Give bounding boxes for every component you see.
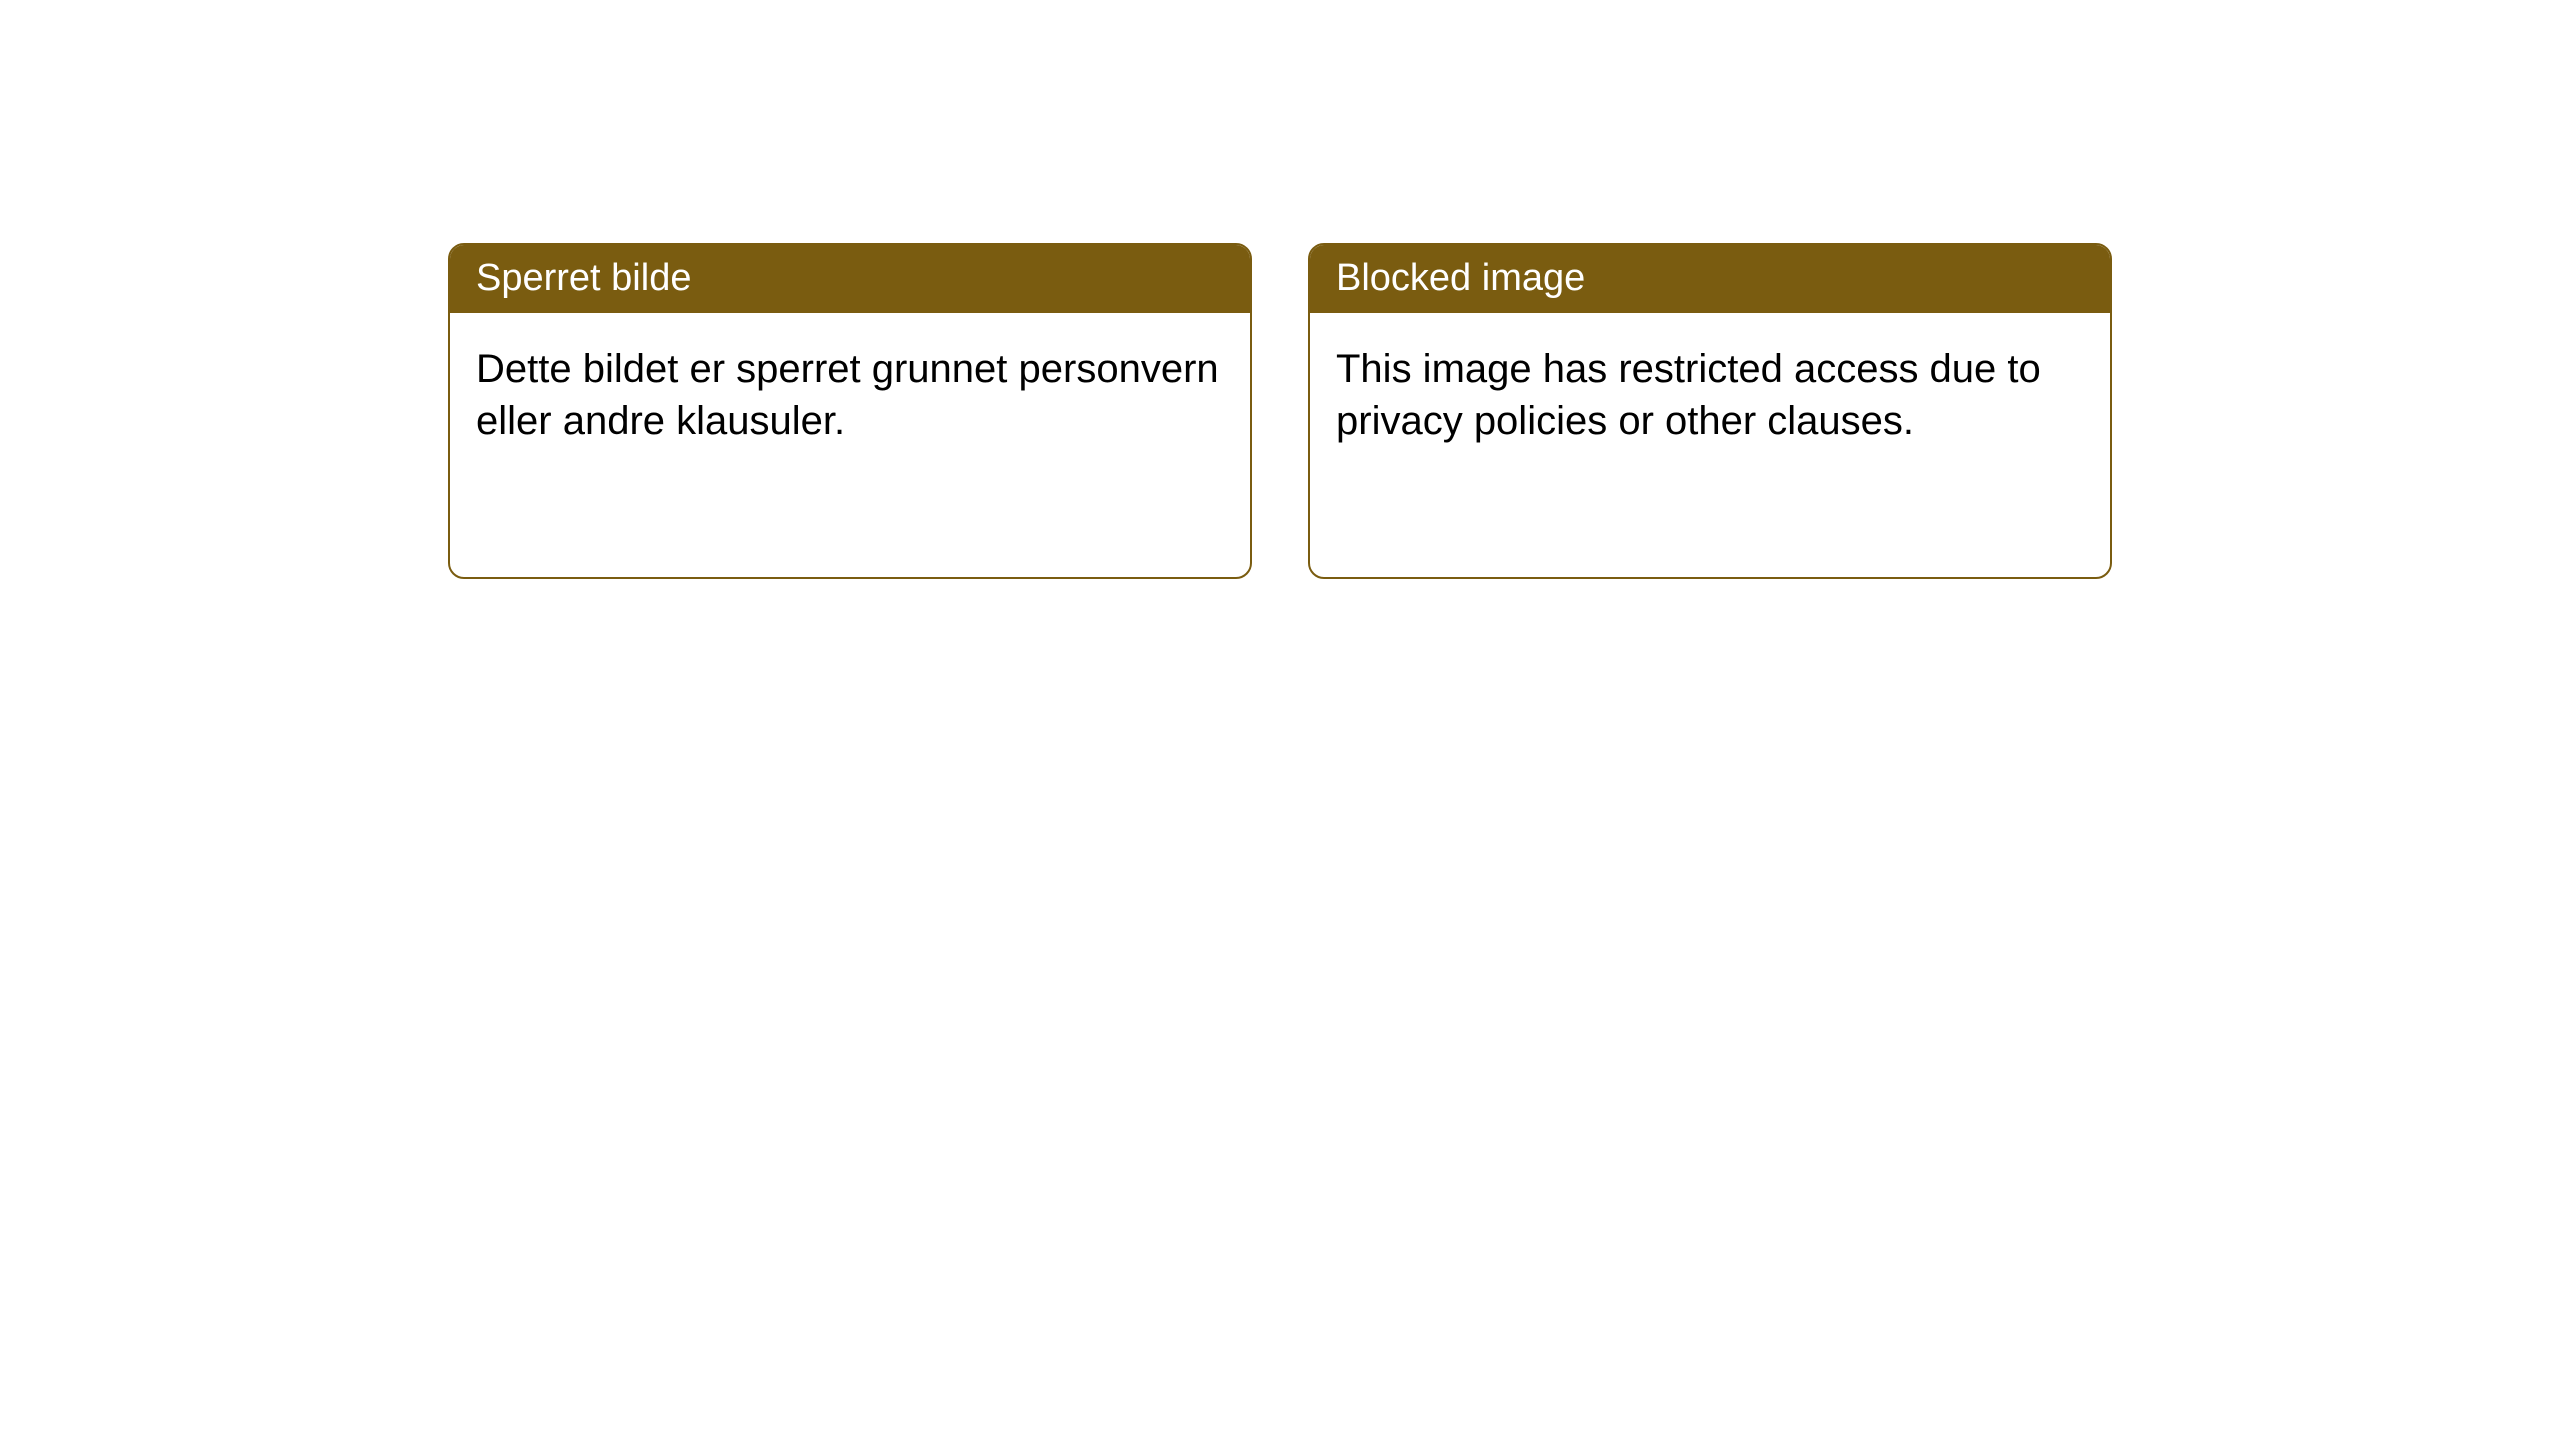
card-text-no: Dette bildet er sperret grunnet personve…	[476, 347, 1219, 443]
card-body-no: Dette bildet er sperret grunnet personve…	[450, 313, 1250, 477]
blocked-image-card-no: Sperret bilde Dette bildet er sperret gr…	[448, 243, 1252, 579]
card-title-no: Sperret bilde	[476, 257, 691, 299]
card-body-en: This image has restricted access due to …	[1310, 313, 2110, 477]
card-header-en: Blocked image	[1310, 245, 2110, 313]
message-cards-container: Sperret bilde Dette bildet er sperret gr…	[448, 243, 2112, 579]
card-text-en: This image has restricted access due to …	[1336, 347, 2041, 443]
card-title-en: Blocked image	[1336, 257, 1585, 299]
card-header-no: Sperret bilde	[450, 245, 1250, 313]
blocked-image-card-en: Blocked image This image has restricted …	[1308, 243, 2112, 579]
